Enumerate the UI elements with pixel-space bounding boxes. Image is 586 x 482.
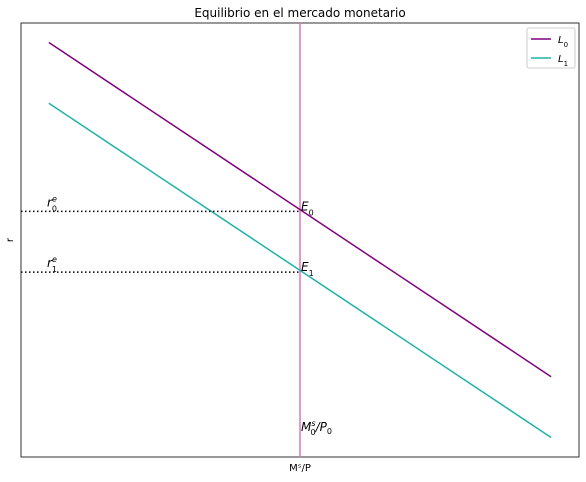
rate-label-r0: re 0 bbox=[47, 194, 57, 213]
money-supply-label: Ms 0/P0 bbox=[301, 419, 332, 437]
series-line-L1 bbox=[48, 102, 552, 439]
series-line-L0 bbox=[48, 41, 552, 378]
y-axis-label: r bbox=[5, 237, 16, 242]
legend-label-L0: L0 bbox=[558, 35, 568, 49]
x-axis-label: Mˢ/P bbox=[289, 463, 311, 474]
plot-layer: E0 E1 re 0 re 1 Ms 0/P0 bbox=[21, 23, 552, 457]
chart-title: Equilibrio en el mercado monetario bbox=[194, 6, 405, 20]
equilibrium-label-E0: E0 bbox=[301, 199, 314, 217]
equilibrium-label-E1: E1 bbox=[301, 260, 314, 278]
rate-label-r1: re 1 bbox=[47, 255, 57, 274]
legend-label-L1: L1 bbox=[558, 54, 568, 68]
